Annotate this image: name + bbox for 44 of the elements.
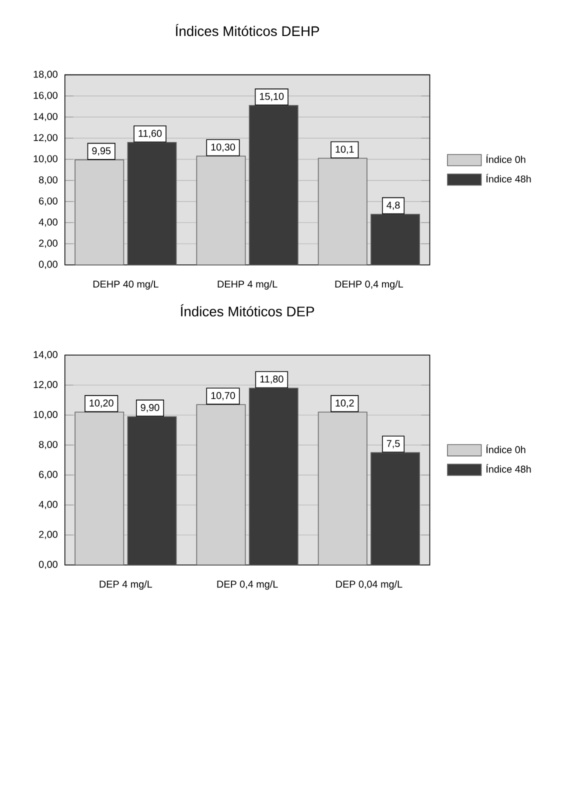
x-tick-label: DEP 0,4 mg/L (217, 580, 278, 590)
x-tick-label: DEP 4 mg/L (100, 580, 152, 590)
data-label: 9,95 (92, 147, 111, 156)
legend-label: Índice 48h (486, 464, 531, 473)
legend-label: Índice 48h (486, 174, 531, 183)
y-tick-label: 4,00 (38, 500, 58, 510)
data-label: 7,5 (386, 440, 400, 448)
data-label: 15,10 (260, 92, 284, 102)
y-tick-label: 8,00 (39, 176, 58, 185)
data-label: 11,80 (260, 376, 284, 384)
x-tick-label: DEHP 0,4 mg/L (335, 280, 404, 290)
y-tick-label: 4,00 (38, 218, 58, 227)
data-label: 10,2 (336, 400, 354, 408)
y-tick-label: 16,00 (34, 92, 58, 100)
data-label: 4,8 (386, 202, 400, 210)
y-tick-label: 10,00 (34, 410, 58, 420)
y-tick-label: 8,00 (39, 440, 58, 450)
y-tick-label: 10,00 (34, 155, 58, 164)
bar (370, 452, 420, 565)
chart-title: Índices Mitóticos DEHP (176, 24, 320, 36)
y-tick-label: 14,00 (34, 351, 58, 360)
legend-label: Índice 0h (486, 444, 526, 454)
y-tick-label: 2,00 (39, 240, 58, 248)
y-tick-label: 2,00 (39, 530, 58, 540)
data-label: 10,70 (211, 392, 236, 400)
chart-title: Índices Mitóticos DEP (180, 304, 314, 316)
data-label: 10,1 (336, 146, 354, 154)
y-tick-label: 6,00 (39, 197, 58, 206)
bar (370, 214, 420, 265)
y-tick-label: 6,00 (39, 470, 58, 480)
legend-label: Índice 0h (486, 154, 526, 164)
y-tick-label: 14,00 (34, 112, 58, 122)
data-label: 9,90 (140, 404, 160, 412)
y-tick-label: 0,00 (38, 260, 58, 270)
data-label: 10,30 (211, 144, 236, 152)
y-tick-label: 12,00 (34, 134, 58, 142)
x-tick-label: DEHP 40 mg/L (93, 280, 158, 290)
y-tick-label: 12,00 (34, 381, 58, 390)
x-tick-label: DEHP 4 mg/L (218, 280, 278, 290)
x-tick-label: DEP 0,04 mg/L (336, 580, 402, 590)
y-tick-label: 0,00 (38, 560, 58, 570)
data-label: 11,60 (138, 130, 162, 138)
data-label: 10,20 (90, 400, 114, 408)
y-tick-label: 18,00 (34, 70, 58, 79)
